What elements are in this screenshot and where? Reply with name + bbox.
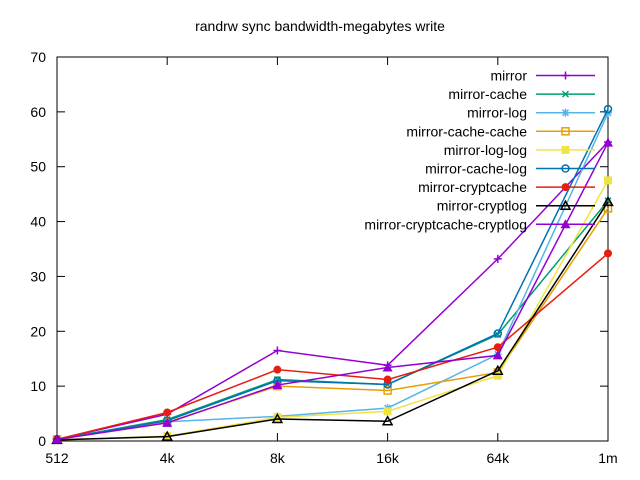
y-tick-label: 10 <box>30 378 46 394</box>
x-tick-label: 8k <box>270 450 286 466</box>
marker-circle-open <box>603 104 613 114</box>
marker-triangle-filled <box>492 350 503 360</box>
marker-plus <box>561 71 570 80</box>
legend-label: mirror-log <box>467 105 527 121</box>
marker-cross <box>604 197 612 205</box>
marker-triangle-filled <box>560 219 571 229</box>
marker-triangle-filled <box>603 137 613 147</box>
x-tick-label: 512 <box>45 450 69 466</box>
legend-label: mirror <box>490 68 527 84</box>
marker-plus <box>273 346 282 355</box>
marker-circle-open <box>561 164 570 173</box>
marker-triangle-open <box>492 364 504 376</box>
y-tick-label: 20 <box>30 323 46 339</box>
plot-border <box>56 56 609 442</box>
chart-title: randrw sync bandwidth-megabytes write <box>195 18 445 34</box>
marker-triangle-filled <box>382 362 393 372</box>
marker-circle-filled <box>604 249 612 258</box>
x-tick-label: 64k <box>487 450 511 466</box>
marker-square-filled <box>561 145 570 154</box>
y-tick-label: 0 <box>38 433 46 449</box>
series-line-mirror-cache-log <box>56 108 609 441</box>
x-tick-label: 16k <box>376 450 400 466</box>
series-line-mirror-cache <box>56 200 609 441</box>
marker-triangle-open <box>559 199 572 210</box>
legend-label: mirror-cache <box>448 86 527 102</box>
marker-triangle-filled <box>52 434 62 444</box>
marker-square-open <box>383 386 392 395</box>
marker-plus <box>493 254 502 263</box>
marker-circle-filled <box>273 365 282 374</box>
legend-label: mirror-cryptcache-cryptlog <box>364 216 527 232</box>
marker-circle-filled <box>383 375 392 384</box>
y-tick-label: 50 <box>30 159 46 175</box>
y-tick-label: 40 <box>30 214 46 230</box>
marker-circle-filled <box>561 183 570 192</box>
marker-square-filled <box>273 413 282 422</box>
marker-square-filled <box>604 176 612 185</box>
series-line-mirror <box>56 141 609 441</box>
legend-label: mirror-cryptcache <box>418 179 527 195</box>
marker-triangle-filled <box>162 417 173 427</box>
marker-square-filled <box>383 407 392 416</box>
y-tick-label: 60 <box>30 104 46 120</box>
series-line-mirror-cryptcache-cryptlog <box>56 142 609 441</box>
x-tick-label: 1m <box>598 450 617 466</box>
marker-triangle-open <box>602 195 614 207</box>
legend-label: mirror-cache-log <box>425 161 527 177</box>
marker-circle-filled <box>493 343 502 352</box>
legend-label: mirror-cryptlog <box>437 198 527 214</box>
x-tick-label: 4k <box>160 450 176 466</box>
y-tick-label: 30 <box>30 268 46 284</box>
marker-circle-open <box>493 329 503 338</box>
series-line-mirror-cryptlog <box>56 201 609 441</box>
series-line-mirror-cryptcache <box>56 252 609 441</box>
marker-square-open <box>561 127 570 136</box>
y-tick-label: 70 <box>30 49 46 65</box>
marker-cross <box>561 90 570 98</box>
marker-circle-filled <box>163 408 172 417</box>
marker-triangle-filled <box>272 380 283 390</box>
legend-label: mirror-log-log <box>444 142 527 158</box>
marker-triangle-open <box>381 415 394 426</box>
marker-square-filled <box>493 371 502 380</box>
legend-label: mirror-cache-cache <box>406 123 527 139</box>
marker-triangle-open <box>271 413 284 424</box>
marker-asterisk <box>561 108 570 117</box>
marker-triangle-open <box>161 430 173 441</box>
